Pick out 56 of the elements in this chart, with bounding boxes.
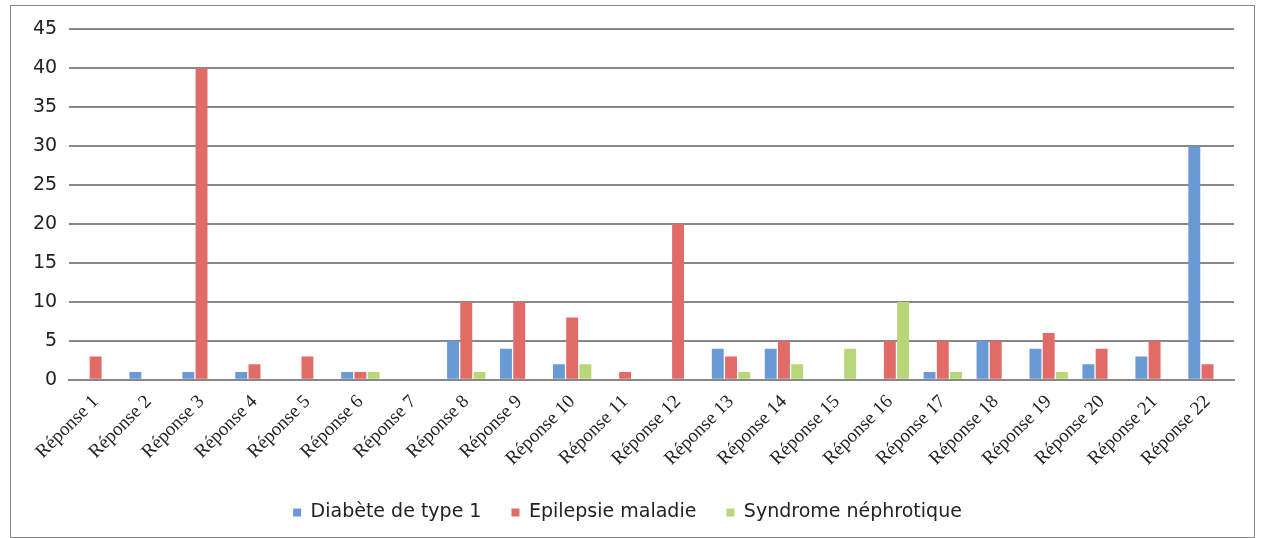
y-tick-label: 5 <box>45 327 58 350</box>
bar <box>950 372 962 379</box>
bar <box>936 340 949 379</box>
bar <box>883 340 896 379</box>
bar <box>711 348 724 379</box>
bar <box>341 372 354 379</box>
bar <box>129 372 142 379</box>
bar <box>764 348 777 379</box>
bar <box>354 372 367 379</box>
bar <box>1201 364 1214 379</box>
bar <box>447 340 459 379</box>
bar <box>248 364 261 379</box>
bar <box>672 224 685 379</box>
y-tick-label: 30 <box>32 133 58 156</box>
bar <box>513 301 526 379</box>
bar <box>473 372 486 379</box>
bar <box>500 348 512 379</box>
bar <box>897 301 910 379</box>
bar <box>923 372 936 379</box>
bar <box>1095 348 1108 379</box>
y-tick-label: 35 <box>32 94 58 117</box>
bar <box>367 372 380 379</box>
legend-label: Epilepsie maladie <box>528 499 697 522</box>
bar <box>791 364 804 379</box>
y-tick-label: 10 <box>32 288 58 311</box>
y-tick-label: 40 <box>32 55 58 78</box>
legend-label: Syndrome néphrotique <box>743 499 962 522</box>
y-tick-label: 15 <box>32 249 58 272</box>
bar <box>182 372 195 379</box>
bar <box>1082 364 1095 379</box>
y-tick-label: 25 <box>32 172 58 195</box>
bar <box>552 364 565 379</box>
bar <box>566 317 579 379</box>
bar <box>738 372 751 379</box>
bar <box>1135 356 1148 379</box>
bar <box>195 68 208 379</box>
bar <box>460 301 473 379</box>
y-tick-label: 20 <box>32 211 58 234</box>
y-tick-label: 0 <box>45 366 58 389</box>
bar <box>725 356 737 379</box>
bar <box>579 364 592 379</box>
bar <box>1188 146 1201 379</box>
bar <box>619 372 632 379</box>
bar <box>844 348 857 379</box>
bar <box>976 340 989 379</box>
legend-label: Diabète de type 1 <box>310 499 482 522</box>
bar <box>1055 372 1068 379</box>
bar <box>1029 348 1042 379</box>
bar <box>235 372 248 379</box>
bar <box>1148 340 1161 379</box>
bar <box>989 340 1002 379</box>
bar <box>1042 333 1055 379</box>
y-tick-label: 45 <box>32 16 58 39</box>
bar <box>778 340 790 379</box>
bar <box>89 356 102 379</box>
bar <box>301 356 314 379</box>
